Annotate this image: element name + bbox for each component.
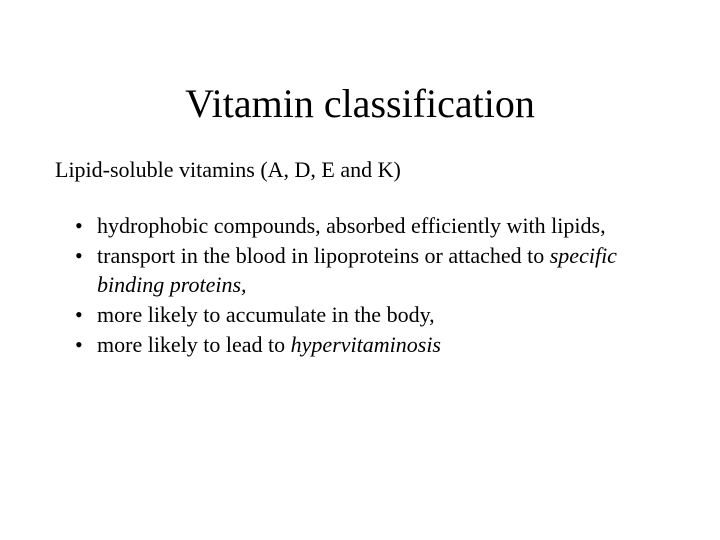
list-item: transport in the blood in lipoproteins o… <box>75 241 665 300</box>
bullet-list: hydrophobic compounds, absorbed efficien… <box>75 211 665 359</box>
bullet-text: hydrophobic compounds, absorbed efficien… <box>97 213 606 238</box>
slide-subheading: Lipid-soluble vitamins (A, D, E and K) <box>55 157 665 183</box>
bullet-italic: hypervitaminosis <box>291 332 441 357</box>
list-item: more likely to lead to hypervitaminosis <box>75 330 665 360</box>
slide: Vitamin classification Lipid-soluble vit… <box>0 0 720 540</box>
bullet-text: more likely to lead to <box>97 332 291 357</box>
slide-title: Vitamin classification <box>55 80 665 127</box>
bullet-text: more likely to accumulate in the body, <box>97 302 435 327</box>
list-item: hydrophobic compounds, absorbed efficien… <box>75 211 665 241</box>
bullet-text: transport in the blood in lipoproteins o… <box>97 243 550 268</box>
list-item: more likely to accumulate in the body, <box>75 300 665 330</box>
